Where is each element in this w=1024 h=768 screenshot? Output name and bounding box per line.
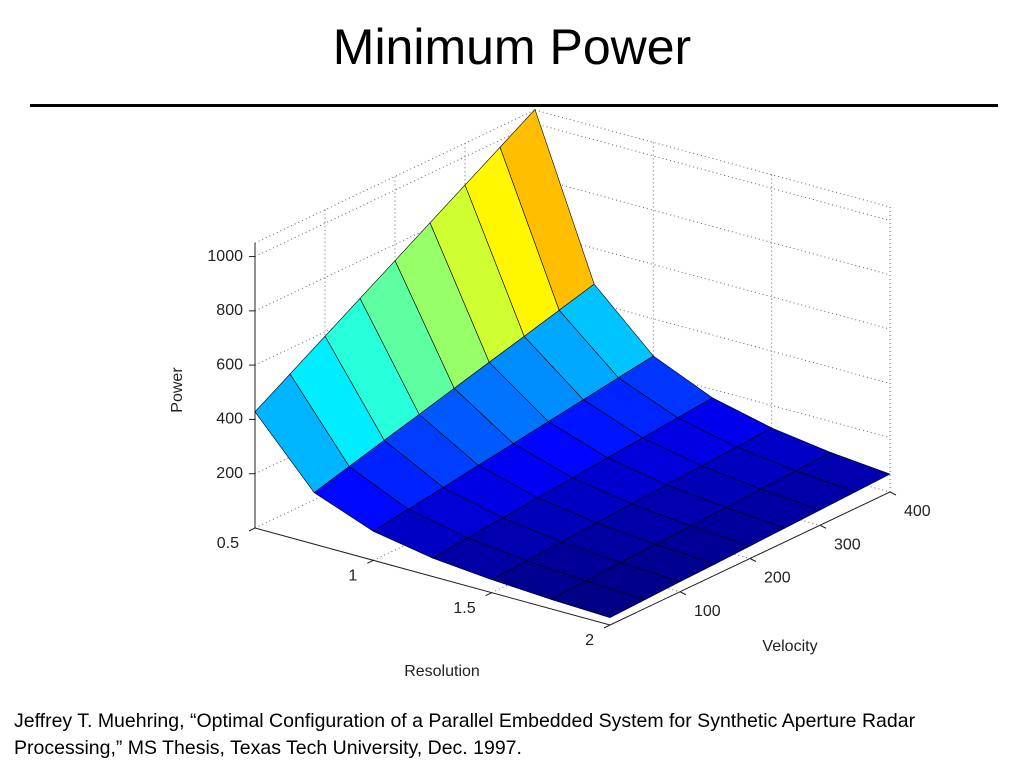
y-tick [889,491,897,496]
y-tick-label: 300 [834,536,861,553]
x-tick [248,527,256,532]
x-tick [485,592,492,597]
grid-line [534,340,891,439]
x-axis [254,527,611,626]
y-tick-label: 200 [764,570,791,587]
y-tick [749,558,757,562]
y-tick [679,591,687,596]
y-axis-label: Velocity [762,638,817,655]
grid-line [534,285,891,384]
x-tick-label: 2 [585,632,594,649]
box-edge [534,109,891,208]
grid-line [534,177,891,276]
z-tick-label: 1000 [207,248,243,265]
z-tick-label: 400 [216,411,243,428]
surface-patch [550,580,646,618]
slide-title: Minimum Power [332,19,692,75]
x-tick [603,624,611,629]
z-tick-label: 600 [216,356,243,373]
x-axis-label: Resolution [404,663,480,680]
grid-line [534,123,891,222]
title-rule [30,104,998,107]
chart: Power Resolution Velocity 20040060080010… [169,108,931,680]
z-axis-label: Power [169,367,186,413]
x-tick-label: 1 [348,568,357,585]
y-tick-label: 100 [694,603,721,620]
citation: Jeffrey T. Muehring, “Optimal Configurat… [14,710,916,759]
y-tick-label: 400 [904,503,931,520]
x-tick-label: 0.5 [217,535,239,552]
grid-line [534,231,891,330]
z-tick-label: 800 [216,302,243,319]
x-tick-label: 1.5 [453,600,475,617]
y-tick [819,524,827,529]
x-tick [367,559,374,564]
z-tick-label: 200 [216,465,243,482]
